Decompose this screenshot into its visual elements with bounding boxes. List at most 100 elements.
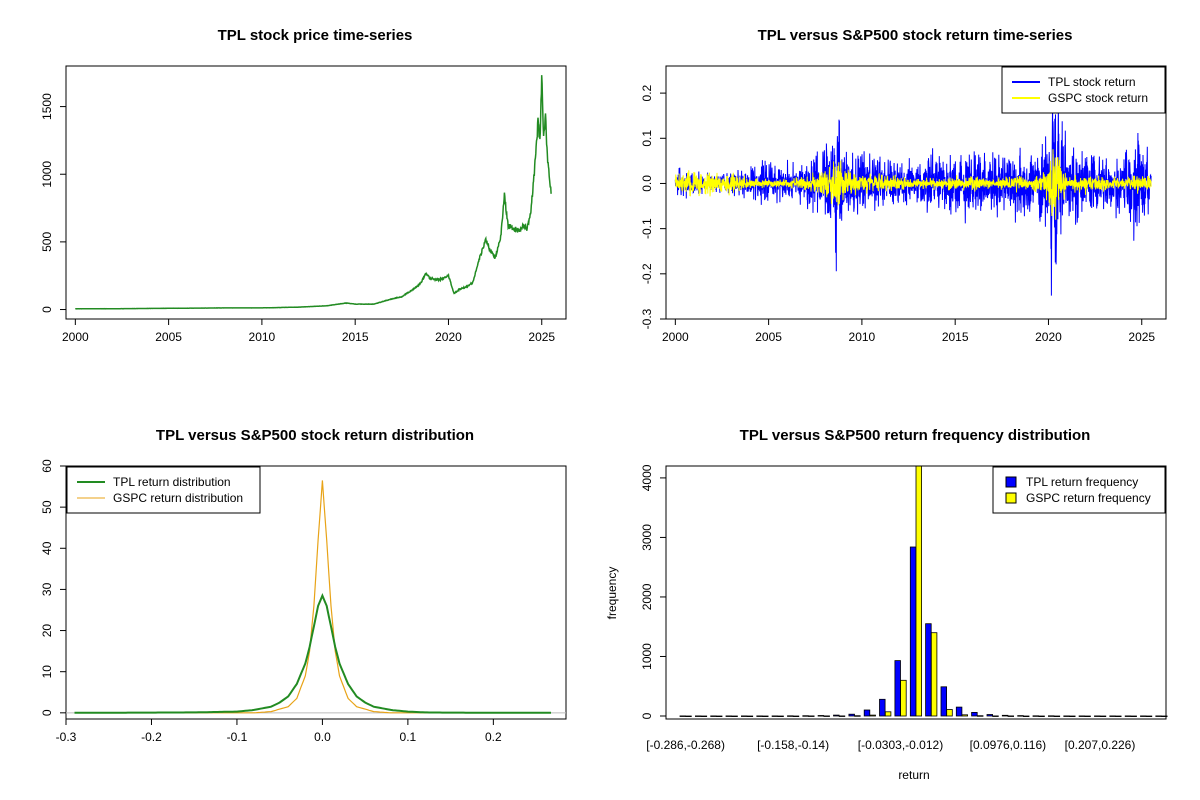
gspc-frequency-bar xyxy=(777,715,784,718)
y-tick-label: 20 xyxy=(40,624,54,638)
legend-box xyxy=(66,466,261,514)
gspc-frequency-bar xyxy=(716,715,723,718)
chart-title: TPL versus S&P500 stock return distribut… xyxy=(156,427,474,444)
x-axis-label: return xyxy=(898,768,929,782)
x-tick-label: 2000 xyxy=(62,330,89,344)
y-tick-label: 1000 xyxy=(40,161,54,188)
x-tick-label: 2025 xyxy=(528,330,555,344)
legend-box xyxy=(992,466,1166,514)
tpl-frequency-bar xyxy=(940,686,947,717)
legend-swatch-gspc xyxy=(1005,492,1017,504)
y-tick-label: -0.3 xyxy=(640,308,654,329)
gspc-frequency-bar xyxy=(731,715,738,718)
gspc-frequency-bar xyxy=(1023,715,1030,718)
y-tick-label: 0.2 xyxy=(640,84,654,101)
gspc-frequency-bar xyxy=(1053,715,1061,718)
y-tick-label: -0.1 xyxy=(640,218,654,239)
tpl-frequency-bar xyxy=(925,623,932,717)
gspc-density-line xyxy=(74,480,551,714)
x-tick-label: 0.0 xyxy=(314,730,331,744)
tpl-frequency-bar xyxy=(848,713,855,717)
tpl-frequency-bar xyxy=(725,715,732,717)
tpl-frequency-bar xyxy=(1001,714,1009,717)
gspc-return-series-line xyxy=(674,149,1152,220)
legend-label-gspc: GSPC return distribution xyxy=(113,491,243,505)
x-tick-label: 0.2 xyxy=(485,730,502,744)
gspc-frequency-bar xyxy=(746,715,754,718)
plot-frame xyxy=(65,65,567,320)
tpl-frequency-bar xyxy=(1155,715,1162,717)
gspc-frequency-bar xyxy=(915,465,922,717)
x-tick-label: -0.3 xyxy=(56,730,77,744)
gspc-frequency-bar xyxy=(869,714,876,717)
tpl-frequency-bar xyxy=(955,706,963,717)
tpl-frequency-bar xyxy=(894,660,901,717)
y-tick-label: 40 xyxy=(40,541,54,555)
legend: TPL stock return GSPC stock return xyxy=(1001,66,1166,114)
gspc-frequency-bar xyxy=(1038,715,1045,718)
x-tick-label: 2005 xyxy=(755,330,782,344)
tpl-frequency-bar xyxy=(971,712,978,717)
legend-label-gspc: GSPC return frequency xyxy=(1026,491,1151,505)
x-tick-label: -0.2 xyxy=(141,730,162,744)
panel-price-timeseries: TPL stock price time-series 2000 2005 2010… xyxy=(40,27,567,344)
tpl-frequency-bar xyxy=(710,715,717,717)
y-tick-label: 2000 xyxy=(640,583,654,610)
gspc-frequency-bar xyxy=(900,679,907,717)
tpl-frequency-bar xyxy=(756,715,763,717)
gspc-frequency-bar xyxy=(854,715,861,717)
y-axis-label: frequency xyxy=(605,567,619,620)
tpl-frequency-bar xyxy=(909,546,917,717)
panel-return-timeseries: TPL versus S&P500 stock return time-seri… xyxy=(640,27,1167,344)
x-tick-label: [-0.0303,-0.012) xyxy=(858,738,943,752)
plot-frame xyxy=(665,465,1167,720)
gspc-frequency-bar xyxy=(992,715,999,717)
gspc-frequency-bar xyxy=(762,715,769,718)
chart-title: TPL stock price time-series xyxy=(218,27,413,44)
y-tick-label: 3000 xyxy=(640,524,654,551)
legend-label-tpl: TPL stock return xyxy=(1048,75,1136,89)
x-tick-label: 2010 xyxy=(849,330,876,344)
tpl-frequency-bar xyxy=(863,709,871,717)
gspc-frequency-bar xyxy=(884,711,892,717)
y-tick-label: 0 xyxy=(40,709,54,716)
x-tick-label: -0.1 xyxy=(227,730,248,744)
gspc-frequency-bar xyxy=(823,715,830,717)
gspc-frequency-bar xyxy=(1069,715,1076,718)
legend-swatch-tpl xyxy=(1005,476,1017,488)
x-tick-label: [0.207,0.226) xyxy=(1065,738,1136,752)
tpl-density-line xyxy=(74,592,551,714)
tpl-frequency-bar xyxy=(771,715,779,717)
tpl-frequency-bar xyxy=(1063,715,1070,717)
legend: TPL return frequency GSPC return frequen… xyxy=(992,466,1166,514)
gspc-frequency-bar xyxy=(700,715,708,718)
x-tick-label: 2015 xyxy=(942,330,969,344)
gspc-frequency-bar xyxy=(1084,715,1091,718)
tpl-frequency-bar xyxy=(802,715,809,717)
gspc-frequency-bar xyxy=(1099,715,1107,718)
tpl-frequency-bar xyxy=(695,715,702,717)
tpl-frequency-bar xyxy=(1017,715,1024,717)
x-tick-label: 2020 xyxy=(1035,330,1062,344)
legend: TPL return distribution GSPC return dist… xyxy=(66,466,261,514)
gspc-frequency-bar xyxy=(685,715,692,718)
tpl-frequency-bar xyxy=(1032,715,1039,717)
gspc-frequency-bar xyxy=(1161,715,1168,718)
x-tick-label: 2005 xyxy=(155,330,182,344)
legend-label-tpl: TPL return frequency xyxy=(1026,475,1138,489)
gspc-frequency-bar xyxy=(792,715,800,718)
gspc-frequency-bar xyxy=(930,632,938,717)
legend-box xyxy=(1001,66,1166,114)
gspc-frequency-bar xyxy=(1130,715,1137,718)
y-tick-label: 50 xyxy=(40,500,54,514)
tpl-frequency-bar xyxy=(879,698,886,717)
gspc-frequency-bar xyxy=(808,715,815,717)
gspc-frequency-bar xyxy=(838,715,846,717)
y-tick-label: -0.2 xyxy=(640,263,654,284)
gspc-frequency-bar xyxy=(1145,715,1153,718)
x-tick-label: 2025 xyxy=(1128,330,1155,344)
tpl-frequency-bar xyxy=(1078,715,1086,717)
x-tick-label: 2010 xyxy=(249,330,276,344)
tpl-frequency-bar xyxy=(833,714,840,717)
